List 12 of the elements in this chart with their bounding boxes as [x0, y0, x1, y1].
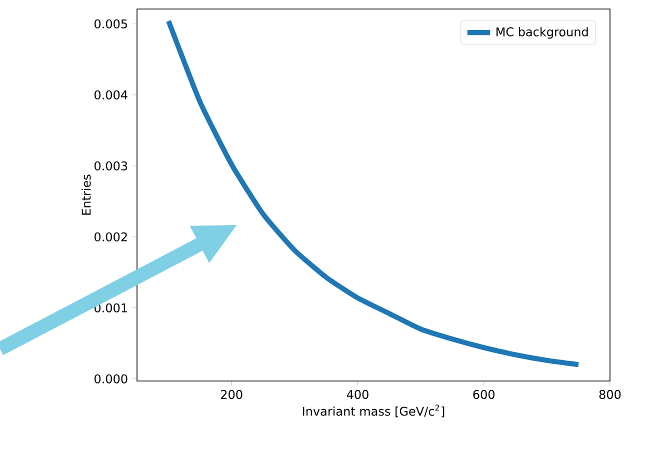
- y-tick-label: 0.002: [94, 232, 127, 242]
- legend-label: MC background: [496, 27, 588, 39]
- x-tick-label: 400: [346, 390, 368, 399]
- x-axis-title: Invariant mass [GeV/c$^{2}$]: [302, 404, 444, 418]
- x-tick-label: 600: [473, 390, 495, 399]
- y-tick-label: 0.000: [94, 374, 128, 384]
- y-axis-title: Entries: [82, 174, 91, 215]
- x-tick-label: 800: [599, 390, 621, 399]
- y-tick-label: 0.003: [94, 161, 128, 170]
- x-tick-label: 200: [221, 390, 242, 399]
- y-tick-label: 0.005: [94, 19, 128, 28]
- y-tick-label: 0.004: [94, 90, 128, 100]
